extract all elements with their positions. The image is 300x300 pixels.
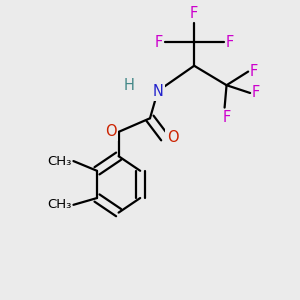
Text: O: O bbox=[105, 124, 117, 140]
Text: CH₃: CH₃ bbox=[47, 198, 71, 211]
Text: F: F bbox=[250, 64, 258, 79]
Text: O: O bbox=[167, 130, 178, 145]
Text: F: F bbox=[226, 35, 234, 50]
Text: F: F bbox=[252, 85, 260, 100]
Text: F: F bbox=[222, 110, 231, 124]
Text: CH₃: CH₃ bbox=[47, 154, 71, 168]
Text: H: H bbox=[123, 78, 134, 93]
Text: F: F bbox=[190, 6, 198, 21]
Text: F: F bbox=[154, 35, 163, 50]
Text: N: N bbox=[152, 83, 163, 98]
